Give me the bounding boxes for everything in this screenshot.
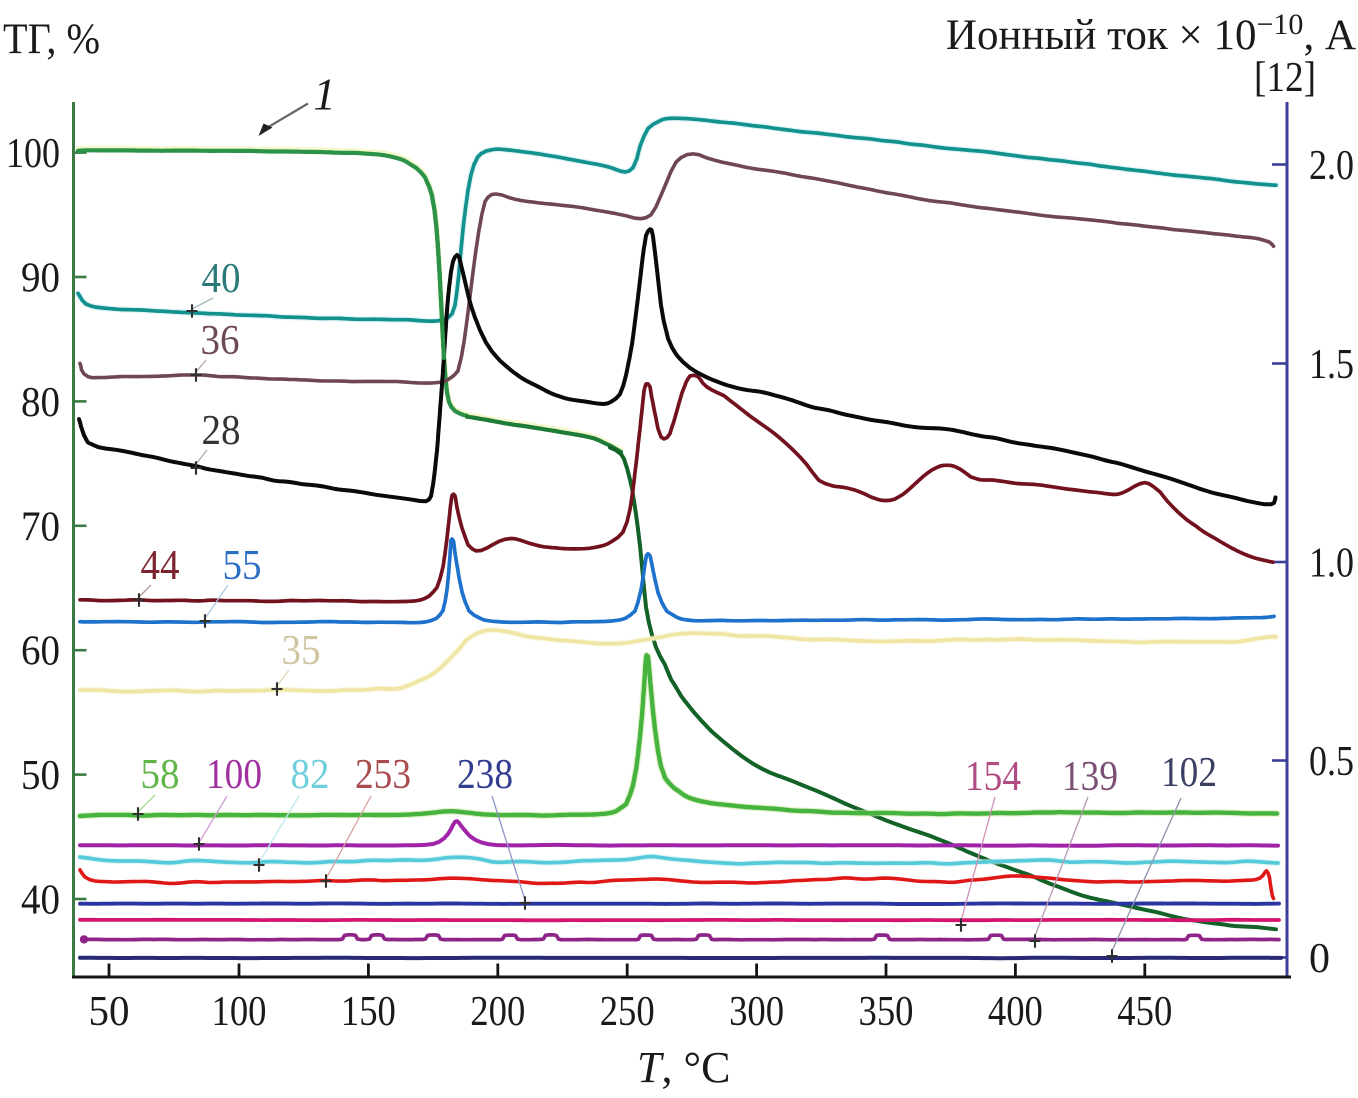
- svg-text:55: 55: [223, 543, 262, 589]
- svg-text:ТГ, %: ТГ, %: [3, 16, 100, 63]
- svg-text:238: 238: [457, 752, 513, 798]
- svg-text:350: 350: [859, 989, 914, 1035]
- svg-text:44: 44: [141, 543, 180, 589]
- svg-text:400: 400: [988, 989, 1043, 1035]
- svg-text:40: 40: [21, 878, 60, 924]
- svg-text:2.0: 2.0: [1309, 143, 1354, 189]
- svg-text:[12]: [12]: [1254, 55, 1316, 101]
- svg-text:36: 36: [201, 318, 240, 364]
- svg-text:35: 35: [282, 628, 321, 674]
- svg-text:82: 82: [291, 752, 330, 798]
- svg-text:100: 100: [206, 752, 262, 798]
- svg-text:T, °C: T, °C: [637, 1043, 730, 1092]
- svg-text:450: 450: [1117, 989, 1172, 1035]
- svg-text:90: 90: [21, 256, 60, 302]
- svg-text:1.5: 1.5: [1309, 342, 1354, 388]
- svg-text:70: 70: [21, 504, 60, 550]
- svg-text:58: 58: [141, 752, 180, 798]
- svg-text:50: 50: [89, 989, 130, 1035]
- svg-text:1: 1: [313, 70, 336, 120]
- svg-text:40: 40: [202, 256, 241, 302]
- svg-text:154: 154: [965, 754, 1021, 800]
- svg-text:150: 150: [341, 989, 396, 1035]
- svg-text:100: 100: [6, 131, 60, 177]
- svg-text:253: 253: [355, 752, 411, 798]
- svg-text:250: 250: [600, 989, 655, 1035]
- svg-text:50: 50: [21, 753, 60, 799]
- svg-text:102: 102: [1161, 750, 1217, 796]
- svg-text:0.5: 0.5: [1309, 739, 1354, 785]
- svg-text:300: 300: [729, 989, 784, 1035]
- svg-text:1.0: 1.0: [1309, 541, 1354, 587]
- svg-text:139: 139: [1062, 754, 1118, 800]
- svg-text:200: 200: [470, 989, 525, 1035]
- svg-text:0: 0: [1309, 936, 1330, 982]
- svg-text:100: 100: [212, 989, 267, 1035]
- svg-text:60: 60: [21, 629, 60, 675]
- svg-text:28: 28: [202, 408, 241, 454]
- svg-text:80: 80: [21, 380, 60, 426]
